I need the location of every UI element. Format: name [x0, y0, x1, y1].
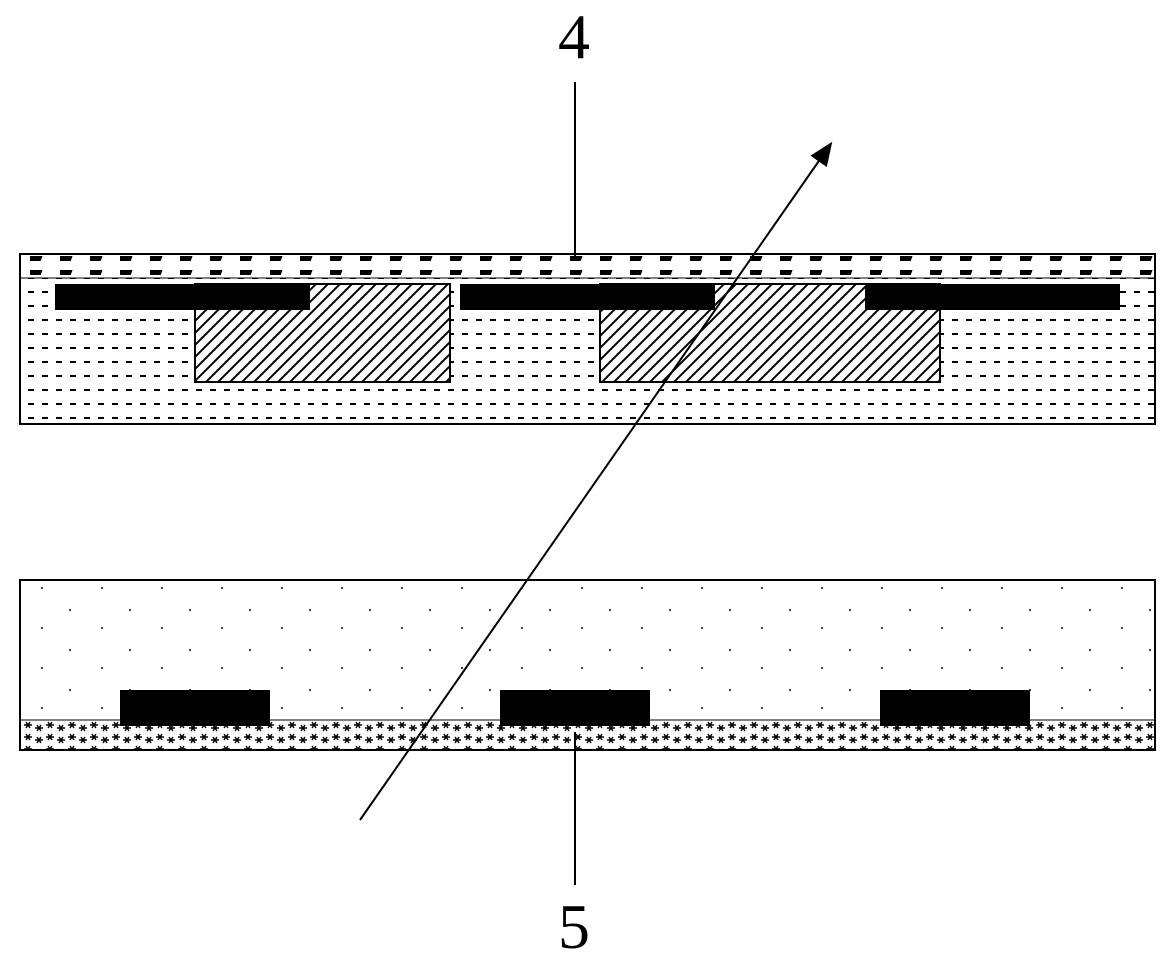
lower-block [20, 580, 1155, 750]
upper-black-bar-0 [55, 284, 310, 310]
upper-black-bar-2 [865, 284, 1120, 310]
lower-black-bar-0 [120, 690, 270, 726]
lower-black-bar-1 [500, 690, 650, 726]
diagram-stage: 4 5 [0, 0, 1174, 967]
diagram-svg [0, 0, 1174, 967]
upper-block [20, 254, 1155, 424]
upper-hatch-strip [20, 254, 1155, 278]
lower-black-bar-2 [880, 690, 1030, 726]
upper-black-bar-1 [460, 284, 715, 310]
